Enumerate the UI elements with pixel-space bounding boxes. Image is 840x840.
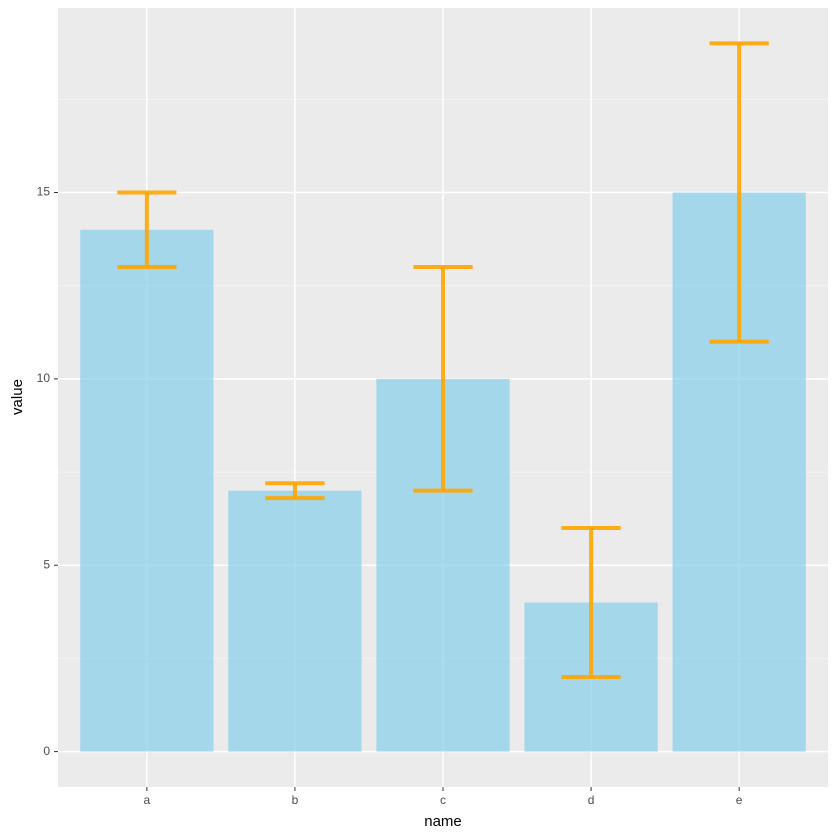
x-tick-label: c [440,793,446,807]
x-tick-label: b [292,793,299,807]
y-tick-label: 10 [37,371,51,385]
y-axis-title: value [9,379,26,415]
x-tick-label: d [588,793,595,807]
x-axis-title: name [424,813,462,830]
y-tick-label: 5 [43,557,50,571]
y-tick-label: 15 [37,185,51,199]
x-tick-label: a [144,793,151,807]
x-tick-label: e [736,793,743,807]
bar [228,490,362,752]
y-tick-label: 0 [43,744,50,758]
bar [80,229,214,752]
